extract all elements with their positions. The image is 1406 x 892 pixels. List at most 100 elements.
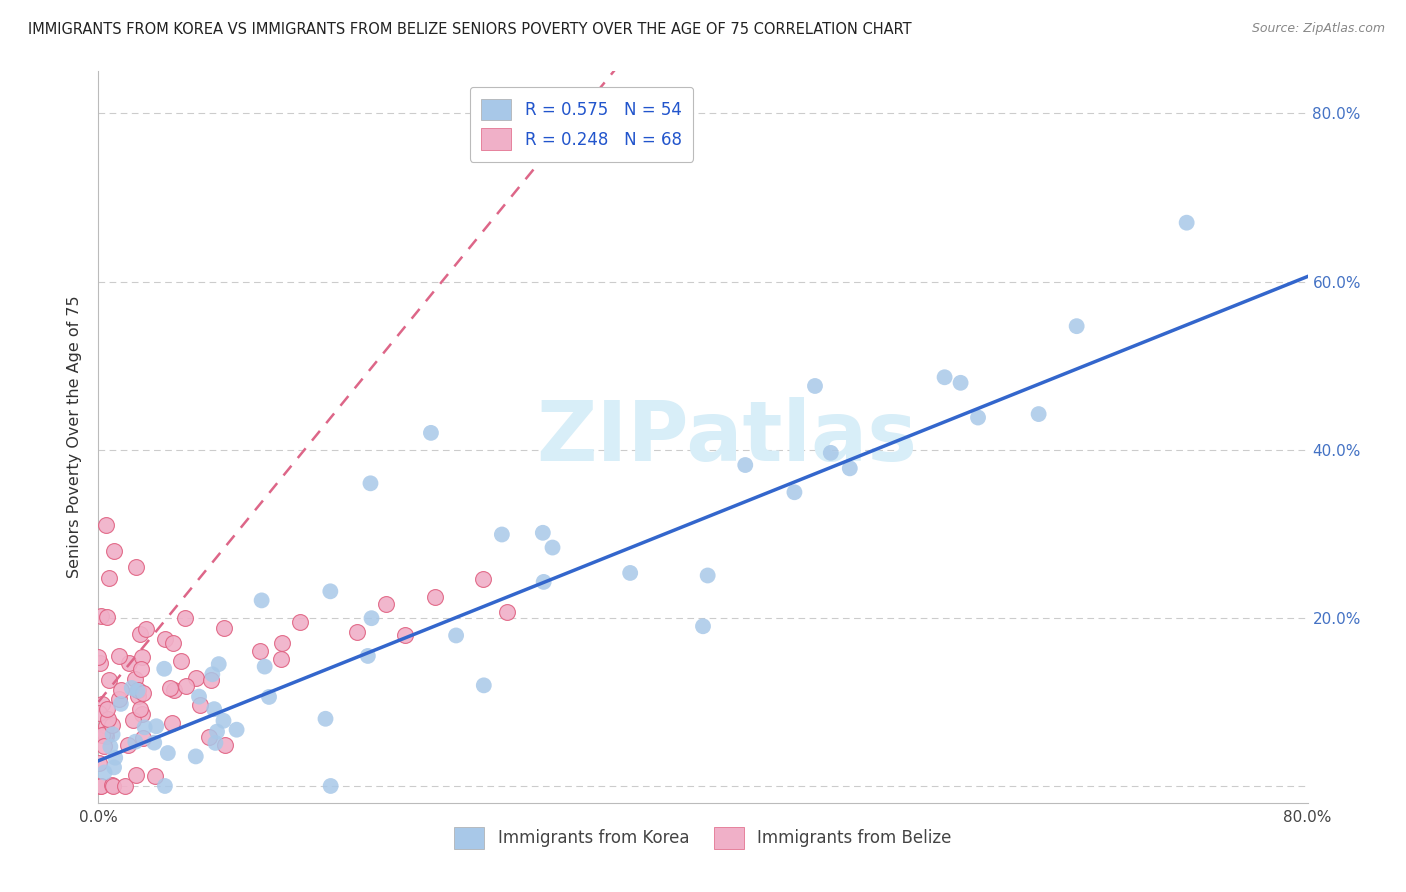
Point <box>162 636 184 650</box>
Point <box>444 628 467 642</box>
Point <box>205 724 228 739</box>
Point <box>93 765 115 780</box>
Point <box>124 672 146 686</box>
Point <box>734 458 756 472</box>
Point <box>200 673 222 687</box>
Point <box>804 379 827 393</box>
Point <box>97 712 120 726</box>
Point <box>174 611 197 625</box>
Point <box>423 590 446 604</box>
Point <box>696 568 718 582</box>
Point <box>692 619 714 633</box>
Point <box>271 636 294 650</box>
Point <box>198 731 221 745</box>
Point <box>90 779 112 793</box>
Point <box>132 686 155 700</box>
Point <box>225 723 247 737</box>
Point <box>153 662 176 676</box>
Point <box>541 541 564 555</box>
Point <box>87 756 110 770</box>
Point <box>153 632 176 647</box>
Point <box>145 719 167 733</box>
Point <box>212 621 235 635</box>
Point <box>91 728 114 742</box>
Point <box>96 702 118 716</box>
Legend: Immigrants from Korea, Immigrants from Belize: Immigrants from Korea, Immigrants from B… <box>443 815 963 860</box>
Point <box>315 712 337 726</box>
Point <box>124 735 146 749</box>
Point <box>96 609 118 624</box>
Point <box>108 648 131 663</box>
Text: IMMIGRANTS FROM KOREA VS IMMIGRANTS FROM BELIZE SENIORS POVERTY OVER THE AGE OF : IMMIGRANTS FROM KOREA VS IMMIGRANTS FROM… <box>28 22 911 37</box>
Point <box>257 690 280 704</box>
Text: ZIPatlas: ZIPatlas <box>537 397 918 477</box>
Point <box>533 574 555 589</box>
Point <box>107 691 129 706</box>
Point <box>98 571 121 585</box>
Point <box>153 779 176 793</box>
Point <box>131 706 153 721</box>
Point <box>134 720 156 734</box>
Point <box>1066 319 1088 334</box>
Point <box>1028 407 1050 421</box>
Point <box>87 650 110 665</box>
Point <box>783 485 806 500</box>
Point <box>110 697 132 711</box>
Point <box>374 597 396 611</box>
Point <box>967 410 990 425</box>
Point <box>127 690 149 704</box>
Point <box>127 683 149 698</box>
Point <box>125 768 148 782</box>
Point <box>176 679 198 693</box>
Point <box>131 649 153 664</box>
Point <box>360 611 382 625</box>
Point <box>420 425 443 440</box>
Point <box>204 736 226 750</box>
Point <box>94 518 117 533</box>
Point <box>118 657 141 671</box>
Point <box>93 739 115 754</box>
Point <box>290 615 312 629</box>
Point <box>125 560 148 574</box>
Point <box>208 657 231 672</box>
Point <box>202 702 225 716</box>
Point <box>156 746 179 760</box>
Point <box>110 682 132 697</box>
Point <box>212 714 235 728</box>
Point <box>129 663 152 677</box>
Point <box>100 778 122 792</box>
Point <box>101 779 124 793</box>
Point <box>127 682 149 697</box>
Point <box>319 779 342 793</box>
Point <box>186 672 208 686</box>
Point <box>104 750 127 764</box>
Point <box>472 573 495 587</box>
Point <box>184 749 207 764</box>
Point <box>495 606 517 620</box>
Point <box>121 681 143 695</box>
Point <box>1175 216 1198 230</box>
Point <box>122 713 145 727</box>
Point <box>132 731 155 745</box>
Point <box>188 698 211 712</box>
Point <box>94 719 117 733</box>
Point <box>249 644 271 658</box>
Point <box>472 678 495 692</box>
Point <box>357 648 380 663</box>
Point <box>934 370 956 384</box>
Point <box>143 736 166 750</box>
Point <box>93 727 115 741</box>
Point <box>129 627 152 641</box>
Point <box>170 654 193 668</box>
Point <box>89 779 111 793</box>
Point <box>128 702 150 716</box>
Point <box>394 628 416 642</box>
Point <box>94 729 117 743</box>
Point <box>90 698 112 712</box>
Point <box>949 376 972 390</box>
Point <box>270 652 292 666</box>
Point <box>619 566 641 580</box>
Point <box>163 682 186 697</box>
Y-axis label: Seniors Poverty Over the Age of 75: Seniors Poverty Over the Age of 75 <box>67 296 83 578</box>
Point <box>250 593 273 607</box>
